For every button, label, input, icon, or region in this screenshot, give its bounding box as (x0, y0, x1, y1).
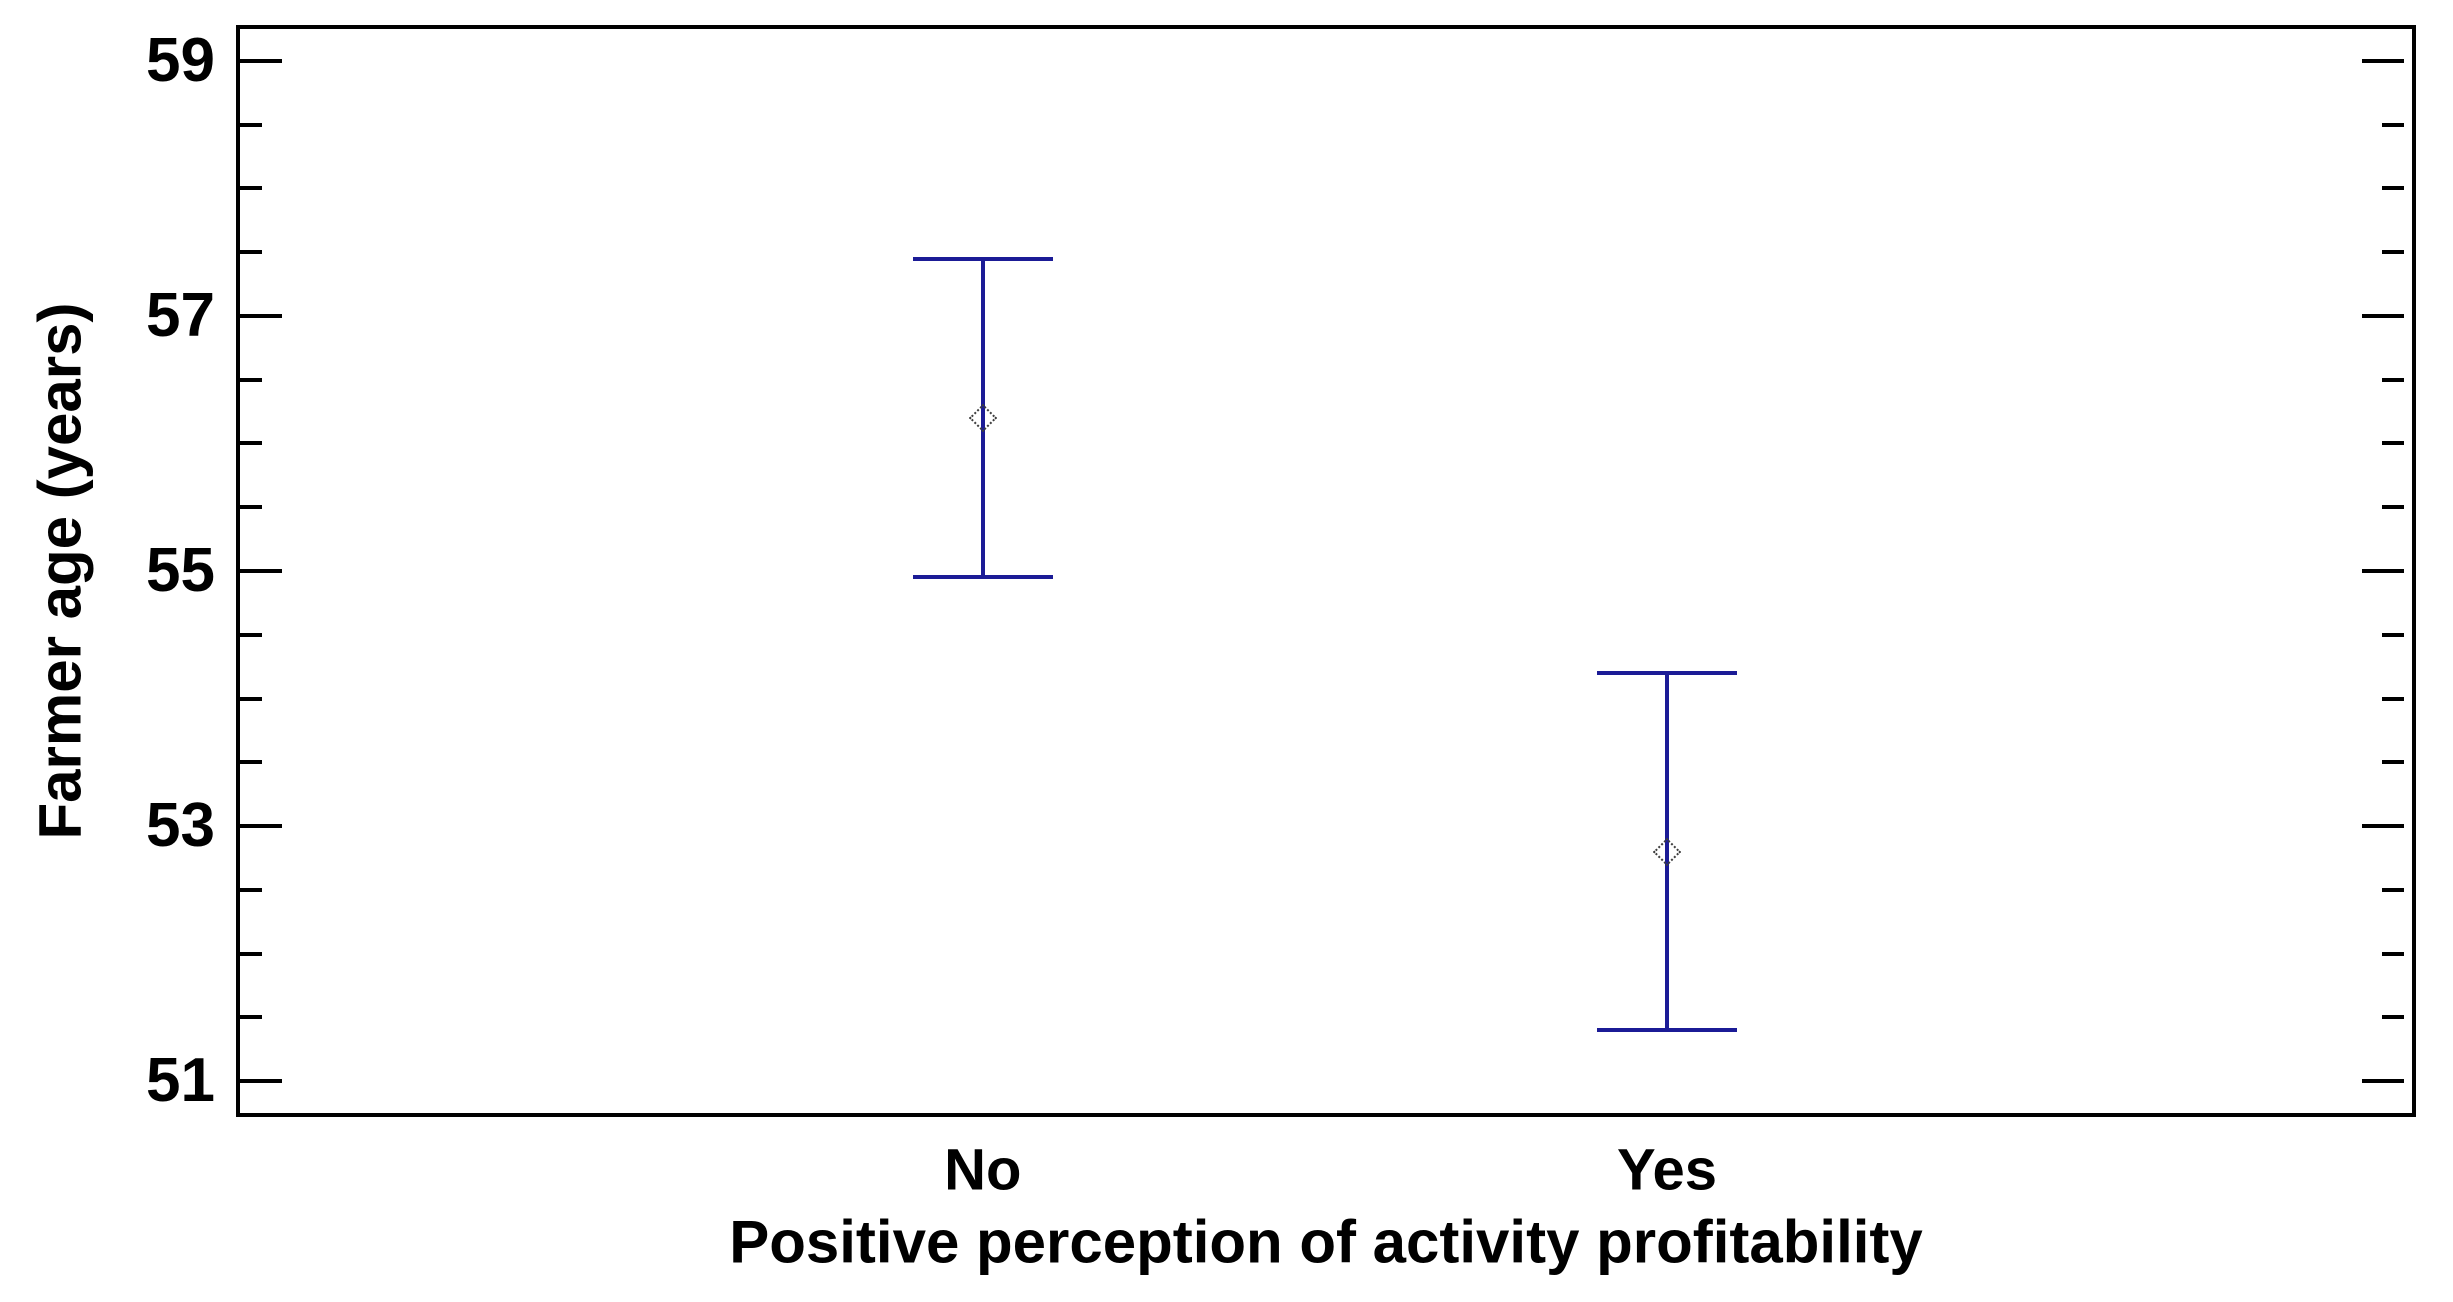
y-tick-minor-right (2382, 632, 2404, 637)
plot-area (236, 25, 2416, 1117)
y-tick-minor-right (2382, 887, 2404, 892)
y-tick-minor-right (2382, 377, 2404, 382)
y-tick-major-left (240, 824, 282, 829)
y-tick-minor-left (240, 505, 262, 510)
y-tick-minor-right (2382, 186, 2404, 191)
y-tick-label: 53 (146, 791, 215, 861)
y-tick-major-left (240, 569, 282, 573)
y-tick-minor-right (2382, 250, 2404, 255)
y-tick-minor-right (2382, 505, 2404, 510)
error-bar-line (1665, 673, 1669, 1031)
y-tick-minor-left (240, 250, 262, 255)
y-tick-minor-left (240, 377, 262, 382)
x-category-label: No (944, 1137, 1022, 1203)
y-tick-minor-right (2382, 122, 2404, 127)
y-tick-major-right (2362, 824, 2404, 829)
y-tick-minor-left (240, 122, 262, 127)
y-tick-major-right (2362, 313, 2404, 318)
error-bar-cap-top (1597, 671, 1737, 676)
y-tick-minor-left (240, 951, 262, 956)
y-tick-minor-right (2382, 1015, 2404, 1020)
x-axis-title: Positive perception of activity profitab… (729, 1208, 1923, 1276)
y-tick-major-right (2362, 1079, 2404, 1084)
y-tick-minor-right (2382, 696, 2404, 701)
y-tick-minor-left (240, 887, 262, 892)
y-tick-major-left (240, 1079, 282, 1084)
y-tick-label: 57 (146, 280, 215, 350)
y-tick-minor-left (240, 1015, 262, 1020)
y-tick-major-right (2362, 569, 2404, 573)
mean-marker-diamond (968, 403, 997, 433)
y-tick-label: 51 (146, 1046, 215, 1116)
y-tick-minor-left (240, 186, 262, 191)
y-tick-minor-left (240, 632, 262, 637)
y-tick-major-right (2362, 58, 2404, 63)
y-tick-minor-left (240, 441, 262, 446)
y-tick-label: 59 (146, 25, 215, 95)
error-bar-cap-bottom (912, 575, 1053, 580)
error-bar-line (980, 258, 985, 578)
x-category-label: Yes (1617, 1137, 1717, 1203)
error-bar-cap-top (912, 256, 1053, 261)
error-bar-cap-bottom (1597, 1028, 1737, 1033)
y-tick-minor-right (2382, 760, 2404, 765)
y-tick-minor-right (2382, 951, 2404, 956)
y-tick-minor-left (240, 760, 262, 765)
mean-marker-diamond (1652, 837, 1682, 866)
y-tick-label: 55 (146, 536, 215, 605)
y-tick-major-left (240, 58, 282, 63)
y-tick-minor-left (240, 696, 262, 701)
y-tick-major-left (240, 313, 282, 318)
y-tick-minor-right (2382, 441, 2404, 446)
